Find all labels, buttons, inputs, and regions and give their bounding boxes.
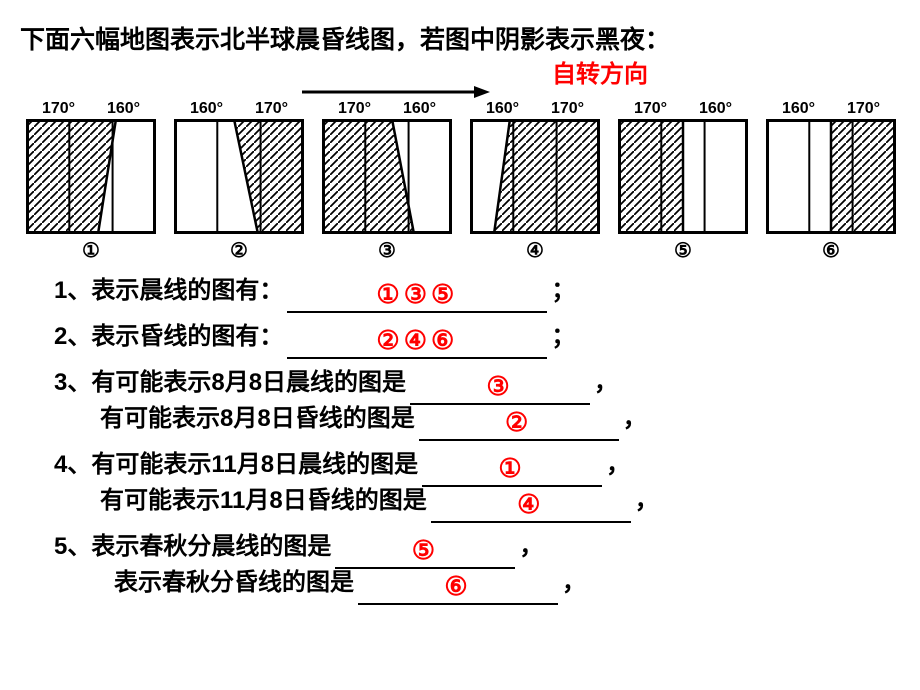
map-number: ②: [230, 238, 248, 263]
question-line: 5、表示春秋分晨线的图是 ⑤ ，: [54, 529, 900, 565]
question-line: 1、表示晨线的图有： ①③⑤ ；: [54, 273, 900, 309]
lon-left: 160°: [174, 100, 239, 118]
lon-right: 170°: [535, 100, 600, 118]
map-1: 170°160° ①: [26, 100, 156, 263]
question-group: 5、表示春秋分晨线的图是 ⑤ ， 表示春秋分昏线的图是 ⑥ ，: [54, 529, 900, 601]
question-text: 1、表示晨线的图有：: [54, 273, 283, 309]
map-number: ⑥: [822, 238, 840, 263]
answer-text: ⑤: [412, 537, 439, 563]
answer-text: ①: [498, 455, 525, 481]
map-longitude-labels: 160°170°: [470, 100, 600, 118]
lon-left: 170°: [322, 100, 387, 118]
map-longitude-labels: 160°170°: [766, 100, 896, 118]
map-4: 160°170° ④: [470, 100, 600, 263]
lon-right: 170°: [239, 100, 304, 118]
answer-text: ②: [505, 409, 532, 435]
map-3: 170°160° ③: [322, 100, 452, 263]
question-suffix: ，: [594, 365, 618, 401]
answer-blank: ①: [422, 451, 602, 487]
answer-blank: ④: [431, 487, 631, 523]
question-suffix: ，: [562, 565, 586, 601]
answer-blank: ⑥: [358, 569, 558, 605]
question-text: 2、表示昏线的图有：: [54, 319, 283, 355]
question-suffix: ；: [551, 273, 575, 309]
question-line: 有可能表示11月8日昏线的图是 ④ ，: [100, 483, 900, 519]
terminator-diagram: [766, 119, 896, 234]
lon-right: 170°: [831, 100, 896, 118]
question-line: 3、有可能表示8月8日晨线的图是 ③ ，: [54, 365, 900, 401]
question-text: 表示春秋分昏线的图是: [114, 565, 354, 601]
question-suffix: ；: [551, 319, 575, 355]
lon-right: 160°: [91, 100, 156, 118]
night-region: [26, 119, 116, 234]
answer-blank: ⑤: [335, 533, 515, 569]
map-number: ⑤: [674, 238, 692, 263]
lon-left: 170°: [618, 100, 683, 118]
map-number: ①: [82, 238, 100, 263]
lon-left: 160°: [766, 100, 831, 118]
night-region: [494, 119, 600, 234]
terminator-diagram: [26, 119, 156, 234]
map-number: ③: [378, 238, 396, 263]
terminator-diagram: [618, 119, 748, 234]
answer-text: ⑥: [444, 573, 471, 599]
question-suffix: ，: [623, 401, 647, 437]
lon-left: 160°: [470, 100, 535, 118]
maps-row: 170°160°①160°170°②170°160°③160°170°④170°…: [26, 100, 900, 263]
answer-text: ④: [517, 491, 544, 517]
question-group: 3、有可能表示8月8日晨线的图是 ③ ， 有可能表示8月8日昏线的图是 ② ，: [54, 365, 900, 437]
map-2: 160°170° ②: [174, 100, 304, 263]
question-line: 有可能表示8月8日昏线的图是 ② ，: [100, 401, 900, 437]
question-text: 5、表示春秋分晨线的图是: [54, 529, 331, 565]
answer-blank: ②: [419, 405, 619, 441]
map-longitude-labels: 160°170°: [174, 100, 304, 118]
lon-left: 170°: [26, 100, 91, 118]
question-text: 有可能表示8月8日昏线的图是: [100, 401, 415, 437]
question-line: 2、表示昏线的图有： ②④⑥ ；: [54, 319, 900, 355]
map-6: 160°170° ⑥: [766, 100, 896, 263]
page-title: 下面六幅地图表示北半球晨昏线图，若图中阴影表示黑夜：: [20, 20, 900, 56]
night-region: [234, 119, 304, 234]
question-text: 4、有可能表示11月8日晨线的图是: [54, 447, 418, 483]
question-suffix: ，: [519, 529, 543, 565]
answer-blank: ③: [410, 369, 590, 405]
map-longitude-labels: 170°160°: [618, 100, 748, 118]
answer-blank: ①③⑤: [287, 277, 547, 313]
question-group: 4、有可能表示11月8日晨线的图是 ① ， 有可能表示11月8日昏线的图是 ④ ，: [54, 447, 900, 519]
answer-text: ③: [486, 373, 513, 399]
questions-block: 1、表示晨线的图有：①③⑤；2、表示昏线的图有：②④⑥；3、有可能表示8月8日晨…: [54, 273, 900, 601]
question-text: 有可能表示11月8日昏线的图是: [100, 483, 427, 519]
question-line: 表示春秋分昏线的图是 ⑥ ，: [114, 565, 900, 601]
answer-text: ②④⑥: [376, 327, 458, 353]
answer-blank: ②④⑥: [287, 323, 547, 359]
answer-text: ①③⑤: [376, 281, 458, 307]
question-suffix: ，: [635, 483, 659, 519]
map-longitude-labels: 170°160°: [322, 100, 452, 118]
lon-right: 160°: [387, 100, 452, 118]
night-region: [322, 119, 414, 234]
terminator-diagram: [322, 119, 452, 234]
question-line: 4、有可能表示11月8日晨线的图是 ① ，: [54, 447, 900, 483]
map-number: ④: [526, 238, 544, 263]
question-suffix: ，: [606, 447, 630, 483]
terminator-diagram: [174, 119, 304, 234]
map-longitude-labels: 170°160°: [26, 100, 156, 118]
night-region: [618, 119, 683, 234]
map-5: 170°160° ⑤: [618, 100, 748, 263]
lon-right: 160°: [683, 100, 748, 118]
terminator-diagram: [470, 119, 600, 234]
night-region: [831, 119, 896, 234]
question-text: 3、有可能表示8月8日晨线的图是: [54, 365, 406, 401]
